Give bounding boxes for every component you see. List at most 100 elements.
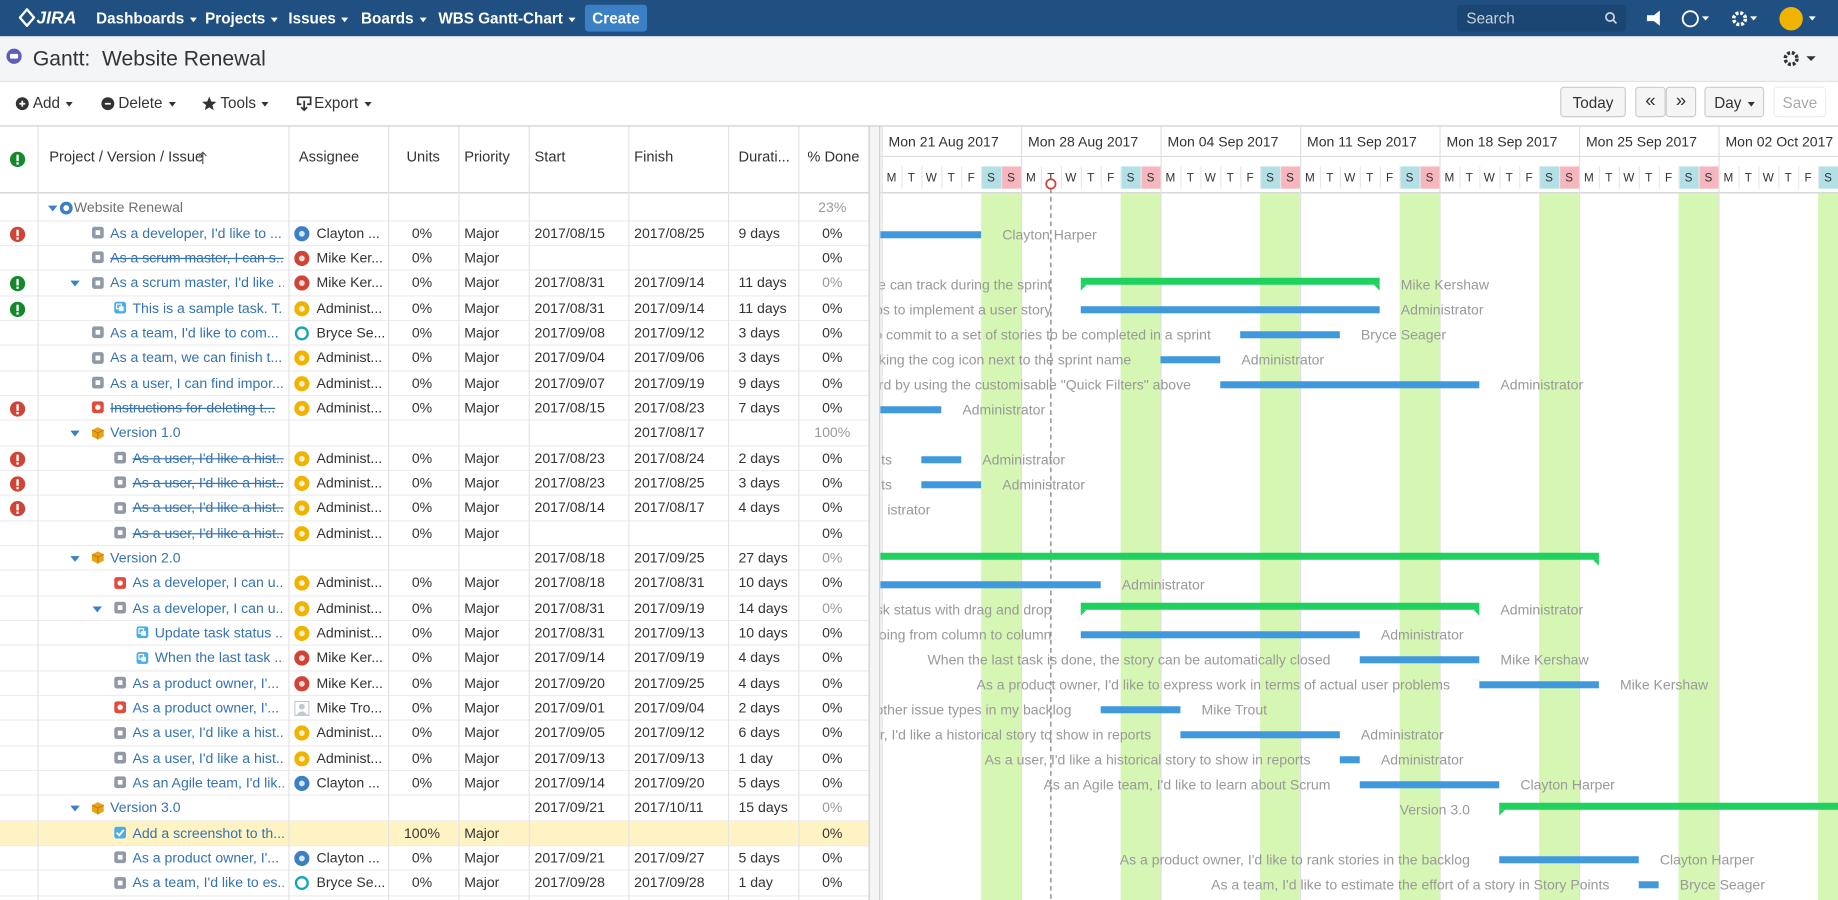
issue-title[interactable]: Add a screenshot to th... [132,821,283,846]
task-bar[interactable] [1639,881,1659,888]
issue-title[interactable]: As a user, I can find impor... [110,371,283,396]
table-row[interactable]: Version 2.02017/08/182017/09/2527 days0% [0,546,869,571]
issue-title[interactable]: Version 3.0 [110,796,283,821]
table-row[interactable]: Add a screenshot to th...100%Major0% [0,821,869,846]
table-row[interactable]: Version 1.02017/08/17100% [0,421,869,446]
issue-title[interactable]: As a user, I'd like a hist... [132,521,283,546]
task-bar[interactable] [880,231,981,238]
table-row[interactable]: Instructions for deleting t...Administ..… [0,396,869,421]
issue-title[interactable]: As a developer, I'd like to ... [110,221,283,246]
column-header[interactable]: Project / Version / Issue [49,149,288,165]
table-row[interactable]: Website Renewal23% [0,196,869,221]
issue-title[interactable]: As a product owner, I'... [132,696,283,721]
nav-item[interactable]: Dashboards [96,9,197,27]
summary-bar[interactable] [880,553,1599,560]
expander[interactable] [69,803,81,815]
table-row[interactable]: This is a sample task. T...Administ...0%… [0,296,869,321]
notifications-icon[interactable] [1647,11,1660,26]
issue-title[interactable]: When the last task ... [155,646,284,671]
column-header[interactable]: Priority [464,149,528,165]
table-row[interactable]: As a user, I'd like a hist...Administ...… [0,746,869,771]
issue-title[interactable]: As a user, I'd like a hist... [132,496,283,521]
table-row[interactable]: When the last task ...Mike Ker...0%Major… [0,646,869,671]
toolbar-button[interactable]: Delete [118,94,175,112]
expander[interactable] [69,428,81,440]
task-bar[interactable] [1081,631,1360,638]
toolbar-button[interactable]: Today [1560,87,1626,117]
task-bar[interactable] [880,406,941,413]
table-row[interactable]: Version 3.02017/09/212017/10/1115 days0% [0,796,869,821]
table-row[interactable]: As a developer, I'd like to ...Clayton .… [0,221,869,246]
task-bar[interactable] [1160,356,1220,363]
task-bar[interactable] [1360,781,1499,788]
column-header[interactable]: Finish [634,149,728,165]
issue-title[interactable]: Version 2.0 [110,546,283,571]
task-bar[interactable] [1081,306,1380,313]
toolbar-button[interactable]: Add [33,94,73,112]
issue-title[interactable]: As a user, I'd like a hist... [132,471,283,496]
table-row[interactable]: As a user, I'd like a hist...Administ...… [0,721,869,746]
column-header[interactable]: % Done [798,149,868,165]
table-row[interactable]: As a developer, I can u...Administ...0%M… [0,571,869,596]
issue-title[interactable]: As a user, I'd like a hist... [132,446,283,471]
expander[interactable] [69,278,81,290]
issue-title[interactable]: As a developer, I can u... [132,571,283,596]
issue-title[interactable]: As an Agile team, I'd lik... [132,771,283,796]
table-row[interactable]: As a user, I'd like a hist...Administ...… [0,471,869,496]
table-row[interactable]: As a product owner, I'...Clayton ...0%Ma… [0,846,869,871]
column-header[interactable]: Durati... [738,149,798,165]
summary-bar[interactable] [1499,803,1838,810]
issue-title[interactable]: As a user, I'd like a hist... [132,746,283,771]
settings-icon[interactable] [1734,13,1746,25]
search-box[interactable]: Search [1457,5,1626,32]
task-bar[interactable] [921,456,961,463]
nav-item[interactable]: Projects [205,9,278,27]
column-header[interactable]: Start [535,149,629,165]
table-row[interactable]: As a team, we can finish t...Administ...… [0,346,869,371]
task-bar[interactable] [880,581,1100,588]
issue-title[interactable]: This is a sample task. T... [132,296,283,321]
expander[interactable] [69,553,81,565]
table-row[interactable]: As a team, I'd like to es...Bryce Se...0… [0,871,869,896]
page-settings[interactable] [1781,49,1823,70]
table-row[interactable]: As a product owner, I'...Mike Ker...0%Ma… [0,671,869,696]
issue-title[interactable]: As a scrum master, I'd like ... [110,271,283,296]
toolbar-button[interactable]: Day [1704,87,1764,117]
task-bar[interactable] [1479,681,1599,688]
table-row[interactable]: As a user, I'd like a hist...Administ...… [0,521,869,546]
task-bar[interactable] [1340,756,1360,763]
table-row[interactable]: As a team, I'd like to com...Bryce Se...… [0,321,869,346]
issue-title[interactable]: Version 1.0 [110,421,283,446]
toolbar-button[interactable]: Save [1774,87,1827,117]
table-row[interactable]: Update task status ...Administ...0%Major… [0,621,869,646]
toolbar-button[interactable]: » [1666,87,1696,117]
issue-title[interactable]: As a developer, I can u... [132,596,283,621]
nav-item[interactable]: WBS Gantt-Chart [438,9,575,27]
table-row[interactable]: As a developer, I can u...Administ...0%M… [0,596,869,621]
task-bar[interactable] [921,481,981,488]
splitter[interactable] [869,127,881,900]
task-bar[interactable] [1240,331,1340,338]
task-bar[interactable] [1499,856,1638,863]
user-avatar[interactable] [1779,7,1802,30]
expander[interactable] [91,603,103,615]
issue-title[interactable]: As a team, I'd like to es... [132,871,283,896]
table-row[interactable]: As a user, I can find impor...Administ..… [0,371,869,396]
issue-title[interactable]: As a product owner, I'... [132,671,283,696]
table-row[interactable]: As a user, I'd like a hist...Administ...… [0,496,869,521]
column-header[interactable]: Units [388,149,458,165]
issue-title[interactable]: As a user, I'd like a hist... [132,721,283,746]
column-header[interactable]: Assignee [299,149,388,165]
summary-bar[interactable] [1081,603,1480,610]
toolbar-button[interactable]: Export [314,94,371,112]
logo[interactable]: JIRA [36,8,76,28]
table-row[interactable]: As an Agile team, I'd lik...Clayton ...0… [0,771,869,796]
issue-title[interactable]: As a team, we can finish t... [110,346,283,371]
table-row[interactable]: As a scrum master, I'd like ...Mike Ker.… [0,271,869,296]
nav-item[interactable]: Boards [361,9,426,27]
task-bar[interactable] [1180,731,1339,738]
toolbar-button[interactable]: « [1635,87,1665,117]
nav-item[interactable]: Issues [288,9,348,27]
expander[interactable] [47,203,59,215]
task-bar[interactable] [1220,381,1479,388]
